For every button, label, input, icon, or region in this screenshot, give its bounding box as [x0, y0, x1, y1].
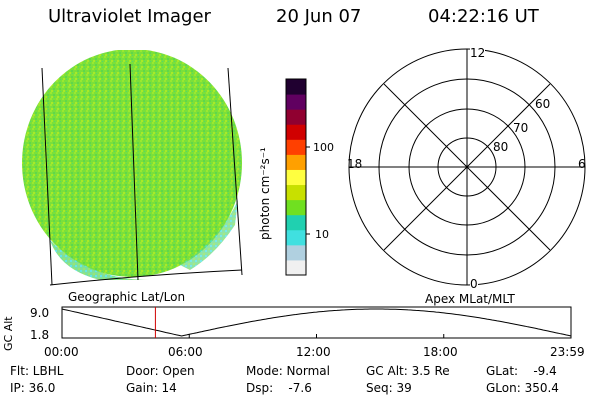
colorbar-segment	[286, 244, 306, 261]
observation-time: 04:22:16 UT	[428, 6, 539, 27]
altitude-ytick-high: 9.0	[30, 306, 50, 320]
colorbar-unit-label: photon cm⁻²s⁻¹	[258, 147, 272, 240]
instrument-title: Ultraviolet Imager	[48, 6, 211, 27]
colorbar-segment	[286, 154, 306, 170]
colorbar-segment	[286, 169, 306, 186]
time-tick-0000: 00:00	[44, 345, 79, 359]
colorbar-gradient	[286, 79, 306, 276]
sequence-info: Seq: 39	[366, 381, 412, 395]
filter-info: Flt: LBHL	[10, 364, 64, 378]
mlt-label-6: 6	[578, 157, 586, 171]
colorbar-segment	[286, 214, 306, 231]
door-info: Door: Open	[126, 364, 195, 378]
mode-info: Mode: Normal	[246, 364, 330, 378]
dsp-info: Dsp: -7.6	[246, 381, 312, 395]
longitude-line-west	[41, 67, 53, 286]
time-tick-1800: 18:00	[423, 345, 458, 359]
colorbar-segment	[286, 94, 306, 110]
altitude-ytick-low: 1.8	[30, 328, 50, 342]
earth-image-panel	[22, 50, 243, 286]
colorbar-segment	[286, 259, 306, 276]
gain-info: Gain: 14	[126, 381, 177, 395]
ip-info: IP: 36.0	[10, 381, 56, 395]
polar-diagonal-2	[383, 83, 551, 251]
geo-longitude-info: GLon: 350.4	[486, 381, 559, 395]
observation-date: 20 Jun 07	[276, 6, 362, 27]
altitude-curve	[61, 308, 572, 337]
altitude-strip-chart	[61, 306, 572, 339]
mlt-label-18: 18	[347, 157, 363, 171]
polar-panel-caption: Apex MLat/MLT	[425, 292, 515, 306]
colorbar-segment	[286, 199, 306, 216]
colorbar-label-10: 10	[315, 228, 329, 241]
mlt-label-12: 12	[470, 46, 486, 60]
colorbar	[285, 78, 310, 276]
colorbar-label-100: 100	[313, 141, 334, 154]
geo-latitude-info: GLat: -9.4	[486, 364, 557, 378]
mlat-label-80: 80	[493, 140, 509, 154]
time-tick-2359: 23:59	[550, 345, 585, 359]
altitude-time-ticks	[61, 334, 572, 338]
altitude-ylabel: GC Alt	[2, 316, 15, 351]
longitude-line-east	[227, 67, 243, 276]
time-tick-1200: 12:00	[296, 345, 331, 359]
colorbar-segment	[286, 139, 306, 155]
latitude-line	[49, 269, 243, 286]
mlat-label-70: 70	[513, 121, 529, 135]
earth-disk	[22, 50, 242, 277]
mlat-label-60: 60	[535, 97, 551, 111]
earth-panel-caption: Geographic Lat/Lon	[68, 290, 186, 304]
colorbar-segment	[286, 124, 306, 140]
colorbar-segment	[286, 109, 306, 125]
colorbar-segment	[286, 184, 306, 201]
mlt-label-0: 0	[470, 277, 478, 291]
time-tick-0600: 06:00	[168, 345, 203, 359]
colorbar-segment	[286, 79, 306, 95]
longitude-line-center	[129, 63, 139, 281]
polar-plot	[348, 48, 586, 286]
gc-altitude-info: GC Alt: 3.5 Re	[366, 364, 450, 378]
colorbar-segment	[286, 229, 306, 246]
